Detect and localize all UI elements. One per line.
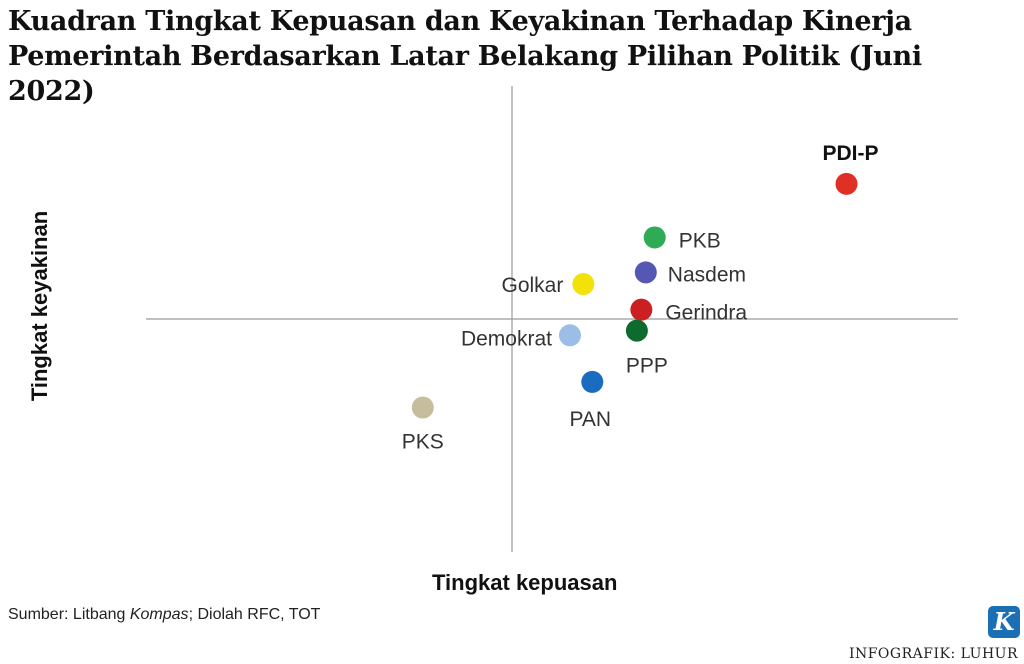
- chart-title-line-1: Kuadran Tingkat Kepuasan dan Keyakinan T…: [8, 6, 912, 37]
- point-label-gerindra: Gerindra: [665, 302, 747, 325]
- point-pdi-p: [835, 172, 858, 195]
- y-axis-label: Tingkat keyakinan: [27, 210, 52, 402]
- point-ppp: [625, 319, 648, 342]
- chart-title: Kuadran Tingkat Kepuasan dan Keyakinan T…: [8, 4, 1008, 109]
- point-label-pdi-p: PDI-P: [822, 142, 878, 165]
- chart-title-line-2: Pemerintah Berdasarkan Latar Belakang Pi…: [8, 41, 922, 107]
- point-gerindra: [630, 298, 653, 321]
- point-label-pks: PKS: [402, 431, 444, 454]
- point-nasdem: [634, 261, 657, 284]
- point-pkb: [643, 226, 666, 249]
- point-label-golkar: Golkar: [502, 274, 564, 297]
- infographic-credit: INFOGRAFIK: LUHUR: [848, 646, 1018, 662]
- kompas-logo-icon: K: [988, 606, 1020, 638]
- point-label-nasdem: Nasdem: [668, 263, 746, 286]
- source-suffix: ; Diolah RFC, TOT: [188, 606, 321, 623]
- source-note: Sumber: Litbang Kompas; Diolah RFC, TOT: [8, 606, 320, 624]
- point-label-demokrat: Demokrat: [461, 327, 552, 350]
- point-label-pkb: PKB: [679, 229, 721, 252]
- point-pan: [581, 370, 604, 393]
- point-label-ppp: PPP: [626, 355, 668, 378]
- point-golkar: [572, 273, 595, 296]
- point-label-pan: PAN: [569, 408, 611, 431]
- x-axis-label: Tingkat kepuasan: [432, 570, 618, 595]
- point-pks: [411, 396, 434, 419]
- point-demokrat: [558, 324, 581, 347]
- source-prefix: Sumber: Litbang: [8, 606, 130, 623]
- source-publication: Kompas: [129, 606, 189, 623]
